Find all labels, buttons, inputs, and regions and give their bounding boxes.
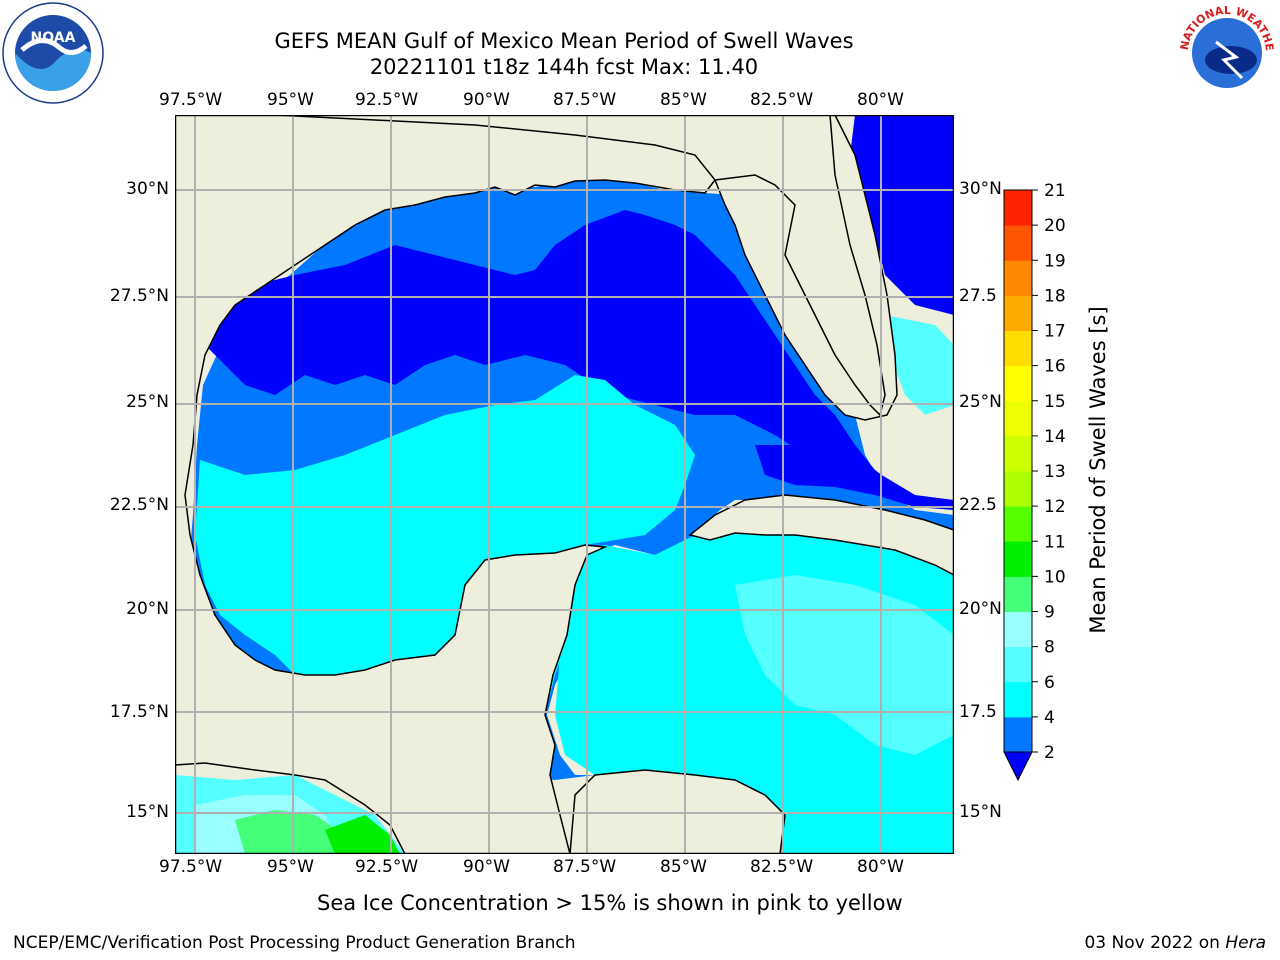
colorbar-label: Mean Period of Swell Waves [s] [1086,306,1110,634]
lon-label-bottom: 95°W [267,857,314,877]
lat-label-left: 30°N [126,179,169,199]
colorbar-tick-label: 20 [1044,216,1066,236]
swell-zone-6s-atlantic [885,315,954,415]
lat-label-right: 17.5 [959,702,997,722]
colorbar-tick-label: 9 [1044,603,1055,623]
colorbar-bin [1004,716,1032,753]
sea-ice-caption: Sea Ice Concentration > 15% is shown in … [317,891,903,915]
lat-label-left: 22.5°N [109,495,169,515]
land-yucatan-mexico [175,115,716,854]
gulf-map [175,115,954,854]
lon-label-bottom: 80°W [857,857,904,877]
lon-label-bottom: 97.5°W [159,857,223,877]
graticule [175,115,954,854]
lon-label-bottom: 92.5°W [355,857,419,877]
colorbar-bin [1004,541,1032,577]
colorbar-tick-label: 18 [1044,286,1066,306]
colorbar-bin [1004,576,1032,612]
land-florida [713,115,898,421]
lon-label-top: 85°W [660,90,707,110]
footer-date: 03 Nov 2022 on Hera [1084,933,1266,953]
colorbar-tick-label: 12 [1044,497,1066,517]
lon-label-top: 80°W [857,90,904,110]
noaa-logo-text: NOAA [31,30,76,46]
lat-label-left: 15°N [126,802,169,822]
colorbar-bin [1004,435,1032,472]
map-frame [175,115,954,854]
lat-label-right: 27.5 [959,286,997,306]
colorbar-tick-label: 10 [1044,567,1066,587]
colorbar-bin [1004,506,1032,542]
colorbar-bin [1004,646,1032,683]
lon-label-top: 82.5°W [750,90,814,110]
colorbar-bin [1004,225,1032,261]
swell-zone-6s-caribbean [735,575,954,755]
colorbar-tick-label: 14 [1044,427,1066,447]
lat-label-left: 27.5°N [109,286,169,306]
swell-zone-10s-pacific [325,815,400,854]
colorbar-bin [1004,190,1032,226]
lat-label-right: 15°N [959,802,1002,822]
colorbar-tick-label: 15 [1044,392,1066,412]
colorbar-bin [1004,260,1032,296]
lon-label-bottom: 85°W [660,857,707,877]
lon-label-top: 87.5°W [553,90,617,110]
colorbar-bin [1004,611,1032,648]
lon-label-top: 92.5°W [355,90,419,110]
swell-zone-2s-north [205,210,895,490]
colorbar-bin [1004,365,1032,402]
lat-label-right: 20°N [959,599,1002,619]
colorbar-tick-label: 16 [1044,357,1066,377]
colorbar-bin [1004,295,1032,331]
lon-label-top: 90°W [463,90,510,110]
colorbar-bin [1004,681,1032,718]
colorbar-extend-triangle [1003,751,1033,782]
colorbar-tick-label: 11 [1044,532,1066,552]
colorbar-tick-label: 19 [1044,251,1066,271]
lat-label-left: 25°N [126,392,169,412]
lat-label-right: 22.5 [959,495,997,515]
swell-zone-4s-central [195,375,695,765]
colorbar-bin [1004,471,1032,507]
footer-branch: NCEP/EMC/Verification Post Processing Pr… [13,933,576,953]
chart-title-line1: GEFS MEAN Gulf of Mexico Mean Period of … [274,29,854,53]
lat-label-left: 20°N [126,599,169,619]
colorbar-tick-label: 2 [1044,743,1055,763]
footer-host: Hera [1225,933,1266,953]
swell-zone-2s-florida-strait [755,445,954,510]
footer-date-text: 03 Nov 2022 on [1084,933,1226,953]
land-cuba [688,494,954,576]
colorbar-bin [1004,330,1032,367]
chart-title-line2: 20221101 t18z 144h fcst Max: 11.40 [369,55,759,79]
lon-label-bottom: 82.5°W [750,857,814,877]
colorbar-bin [1004,400,1032,437]
lon-label-bottom: 90°W [463,857,510,877]
colorbar-tick-label: 4 [1044,708,1055,728]
colorbar-tick-label: 17 [1044,322,1066,342]
colorbar-tick-label: 6 [1044,673,1055,693]
swell-zone-2s-atlantic [850,115,954,315]
lon-label-bottom: 87.5°W [553,857,617,877]
colorbar-tick-label: 21 [1044,181,1066,201]
noaa-logo: NOAA [2,2,104,104]
colorbar-tick-label: 13 [1044,462,1066,482]
nws-logo: NATIONAL WEATHER SERVICE [1172,0,1278,104]
colorbar-tick-label: 8 [1044,638,1055,658]
lat-label-right: 25°N [959,392,1002,412]
lat-label-left: 17.5°N [109,702,169,722]
lon-label-top: 95°W [267,90,314,110]
colorbar: 2 4 6 8 9 10 11 12 13 14 15 16 17 18 19 20 21 [1003,181,1066,782]
lat-label-right: 30°N [959,179,1002,199]
lon-label-top: 97.5°W [159,90,223,110]
